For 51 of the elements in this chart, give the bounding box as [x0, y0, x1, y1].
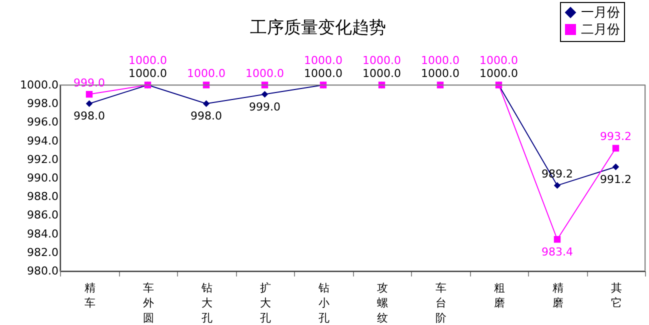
- data-label: 993.2: [600, 130, 632, 144]
- point: [86, 100, 93, 107]
- point: [612, 163, 620, 170]
- point: [554, 182, 561, 189]
- chart-title: 工序质量变化趋势: [250, 18, 386, 38]
- data-label: 1000.0: [304, 54, 342, 67]
- x-tick-label: 精车: [84, 282, 96, 310]
- x-tick-label: 攻螺纹: [376, 282, 388, 324]
- x-tick-label: 粗磨: [494, 282, 505, 310]
- y-tick-label: 990.0: [27, 172, 58, 184]
- y-tick-label: 988.0: [27, 190, 58, 204]
- data-label: 1000.0: [246, 67, 284, 80]
- y-tick-label: 986.0: [27, 208, 58, 222]
- data-label: 1000.0: [421, 54, 460, 67]
- legend-label: 二月份: [581, 22, 620, 38]
- data-label: 999.0: [74, 76, 105, 90]
- y-tick-label: 982.0: [27, 246, 58, 259]
- data-label: 1000.0: [128, 67, 167, 80]
- data-label: 1000.0: [362, 67, 401, 80]
- point: [86, 90, 93, 98]
- point: [554, 236, 561, 243]
- x-tick-label: 扩大孔: [260, 282, 271, 324]
- y-tick-label: 996.0: [27, 116, 58, 129]
- data-label: 1000.0: [304, 67, 342, 80]
- y-tick-label: 994.0: [27, 134, 58, 148]
- legend-label: 一月份: [581, 6, 620, 20]
- y-tick-label: 1000.0: [20, 78, 58, 92]
- data-label: 991.2: [600, 172, 632, 186]
- data-label: 1000.0: [480, 67, 518, 80]
- y-tick-label: 984.0: [27, 227, 58, 240]
- y-tick-label: 992.0: [27, 152, 58, 166]
- x-tick-label: 钻小孔: [317, 282, 330, 324]
- y-tick-label: 998.0: [27, 97, 58, 110]
- data-label: 998.0: [74, 110, 105, 123]
- data-label: 1000.0: [480, 54, 518, 67]
- x-tick-label: 精磨: [552, 282, 564, 310]
- point: [202, 100, 210, 107]
- data-label: 1000.0: [128, 54, 167, 67]
- data-label: 983.4: [542, 245, 573, 258]
- y-tick-label: 980.0: [27, 264, 58, 278]
- data-label: 1000.0: [187, 67, 226, 80]
- x-tick-label: 车外圆: [142, 282, 154, 324]
- data-label: 998.0: [190, 110, 222, 123]
- point: [261, 90, 268, 98]
- data-label: 1000.0: [421, 67, 460, 80]
- x-tick-label: 车台阶: [435, 282, 446, 324]
- point: [612, 144, 620, 152]
- x-tick-label: 钻大孔: [200, 282, 212, 324]
- data-label: 999.0: [249, 100, 280, 114]
- x-tick-label: 其它: [610, 282, 622, 310]
- data-label: 1000.0: [362, 54, 401, 67]
